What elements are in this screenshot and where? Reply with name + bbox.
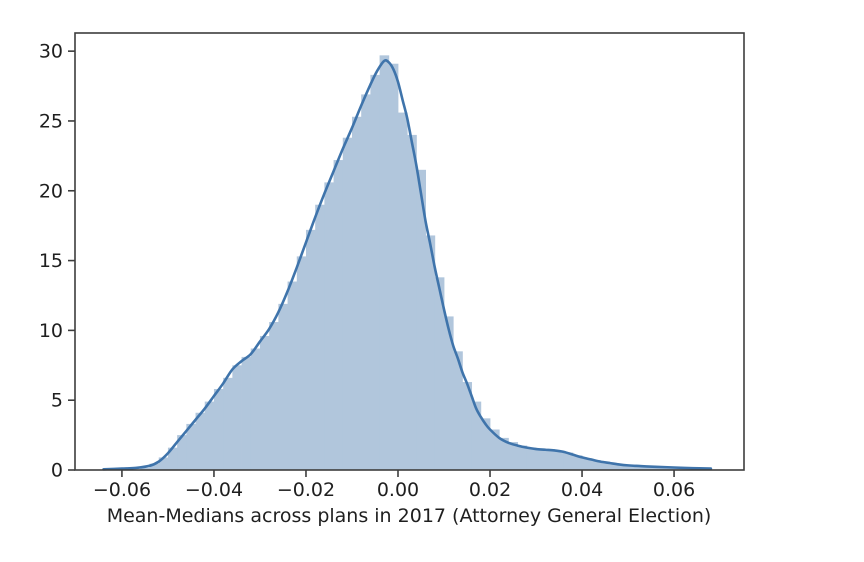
histogram-bar bbox=[434, 277, 445, 470]
histogram-bar bbox=[407, 134, 417, 471]
x-axis-label: Mean-Medians across plans in 2017 (Attor… bbox=[107, 505, 712, 527]
histogram-bar bbox=[305, 229, 316, 470]
x-tick-label: −0.04 bbox=[185, 479, 243, 501]
x-tick-label: 0.00 bbox=[377, 479, 419, 501]
histogram-bar bbox=[250, 348, 261, 470]
histogram-bar bbox=[480, 418, 491, 470]
histogram-bar bbox=[453, 351, 463, 470]
histogram-bar bbox=[609, 463, 620, 470]
histogram-bar bbox=[674, 468, 684, 470]
x-tick-label: −0.06 bbox=[93, 479, 151, 501]
histogram-bar bbox=[269, 322, 279, 470]
y-tick-label: 15 bbox=[39, 250, 63, 272]
histogram-bar bbox=[177, 435, 187, 470]
histogram-bar bbox=[333, 160, 344, 471]
histogram-bar bbox=[664, 467, 675, 470]
histogram-bar bbox=[628, 465, 638, 470]
histogram-bar bbox=[490, 429, 500, 470]
histogram-bar bbox=[591, 460, 601, 470]
histogram-bar bbox=[545, 449, 555, 470]
histogram-bar bbox=[140, 467, 150, 470]
histogram-bar bbox=[223, 377, 233, 470]
histogram-bar bbox=[582, 458, 592, 470]
histogram-bar bbox=[655, 467, 666, 470]
axes-spines bbox=[74, 32, 745, 471]
histogram-bar bbox=[342, 137, 353, 470]
histogram-bar bbox=[398, 112, 408, 470]
histogram-bar bbox=[444, 316, 454, 470]
histogram-bar bbox=[204, 401, 215, 470]
y-tick-label: 25 bbox=[39, 110, 63, 132]
x-tick-label: 0.06 bbox=[653, 479, 695, 501]
histogram-bar bbox=[379, 55, 390, 471]
histogram-bar bbox=[232, 365, 242, 470]
histogram-bar bbox=[213, 389, 224, 470]
histogram-bar bbox=[149, 463, 160, 470]
histogram-bar bbox=[563, 452, 574, 470]
histogram-bar bbox=[158, 457, 169, 470]
histogram-bar bbox=[526, 447, 537, 470]
histogram-bar bbox=[296, 256, 307, 470]
histogram-bar bbox=[186, 423, 196, 470]
histogram-bar bbox=[259, 335, 270, 470]
histogram-bar bbox=[287, 281, 298, 470]
histogram-bar bbox=[499, 437, 509, 470]
x-tick-label: 0.02 bbox=[469, 479, 511, 501]
x-tick-label: −0.02 bbox=[277, 479, 335, 501]
histogram-bar bbox=[416, 169, 426, 470]
histogram-bar bbox=[618, 464, 629, 470]
histogram-bar bbox=[241, 356, 252, 470]
histogram-bar bbox=[361, 94, 371, 471]
y-tick-label: 10 bbox=[39, 320, 63, 342]
histogram-bar bbox=[425, 235, 436, 470]
histogram-bar bbox=[462, 382, 473, 470]
x-tick-label: 0.04 bbox=[561, 479, 603, 501]
histogram-bar bbox=[167, 447, 178, 470]
histogram-bar bbox=[388, 63, 399, 470]
y-tick-label: 30 bbox=[39, 41, 63, 63]
histogram-bar bbox=[315, 204, 325, 471]
histogram-bar bbox=[324, 182, 334, 470]
y-tick-label: 5 bbox=[51, 390, 63, 412]
histogram-bar bbox=[517, 445, 528, 470]
histogram-bar bbox=[471, 401, 482, 470]
histogram-bar bbox=[195, 412, 206, 470]
histogram-bar bbox=[637, 466, 647, 470]
histogram-bar bbox=[572, 455, 583, 470]
y-tick-label: 20 bbox=[39, 180, 63, 202]
histogram-bar bbox=[278, 303, 288, 470]
y-tick-label: 0 bbox=[51, 460, 63, 482]
histogram-bar bbox=[646, 466, 657, 470]
histogram-bar bbox=[554, 450, 565, 470]
x-axis-ticks: −0.06 −0.04 −0.02 0.00 0.02 0.04 0.06 bbox=[93, 470, 695, 501]
histogram-bar bbox=[370, 74, 380, 470]
y-axis-ticks: 0 5 10 15 20 25 30 bbox=[39, 41, 75, 482]
kde-curve bbox=[102, 59, 713, 471]
histogram-bar bbox=[351, 116, 362, 471]
histogram-bar bbox=[600, 461, 611, 470]
histogram-bars bbox=[140, 55, 712, 471]
histogram-bar bbox=[508, 442, 519, 470]
histogram-bar bbox=[536, 448, 546, 470]
